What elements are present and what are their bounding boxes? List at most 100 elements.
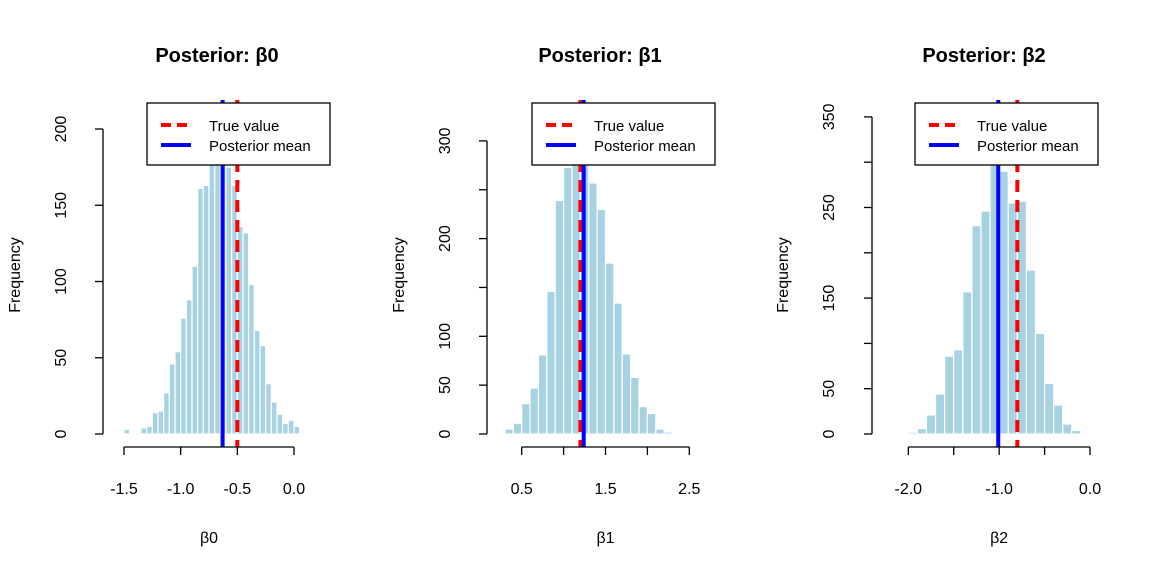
histogram-bar — [944, 355, 955, 435]
histogram-bar — [185, 299, 193, 435]
histogram-bar — [197, 187, 204, 435]
histogram-panel-1: Posterior: β1 0.5 1.5 2.5 0 50 100 200 300 β1 Freq… — [391, 45, 716, 547]
histogram-bar — [168, 363, 176, 435]
y-tick-label: 50 — [437, 376, 454, 394]
histogram-bar — [191, 265, 199, 435]
y-tick-label: 350 — [821, 103, 838, 130]
chart-title: Posterior: β0 — [155, 45, 278, 67]
histogram-bar — [934, 393, 946, 435]
legend: True value Posterior mean — [914, 102, 1099, 166]
x-tick-label: -1.0 — [167, 481, 195, 498]
histogram-bar — [140, 427, 148, 435]
y-tick-label: 200 — [437, 225, 454, 252]
y-axis-title: Frequency — [391, 237, 408, 313]
histogram-bar — [287, 419, 295, 435]
legend-label-true-value: True value — [977, 118, 1047, 135]
histogram-bar — [242, 232, 250, 435]
histogram-bar — [907, 431, 918, 435]
histogram-bar — [1025, 269, 1037, 435]
histogram-bar — [225, 166, 233, 435]
x-tick-label: -1.0 — [985, 481, 1013, 498]
histogram-bar — [253, 329, 261, 435]
histogram-bar — [270, 401, 278, 435]
histogram-bar — [916, 427, 928, 435]
histogram-bar — [146, 425, 153, 435]
histogram-bar — [248, 283, 255, 435]
histogram-bar — [663, 431, 674, 435]
histogram-bar — [596, 208, 607, 435]
histogram-bar — [962, 291, 973, 435]
histogram-bar — [998, 170, 1009, 435]
x-tick-label: 1.5 — [594, 481, 616, 498]
y-tick-label: 100 — [53, 268, 70, 295]
y-tick-label: 50 — [821, 380, 838, 398]
histogram-bar — [621, 353, 632, 435]
y-tick-label: 100 — [437, 323, 454, 350]
y-tick-label: 0 — [821, 429, 838, 438]
histogram-bar — [1034, 332, 1046, 435]
histogram-bar — [214, 128, 221, 435]
legend-label-posterior-mean: Posterior mean — [209, 138, 311, 155]
y-tick-label: 50 — [53, 349, 70, 367]
legend-label-posterior-mean: Posterior mean — [594, 138, 696, 155]
x-axis-title: β0 — [200, 530, 218, 547]
histogram-bar — [180, 317, 187, 435]
histogram-bar — [134, 431, 142, 435]
histogram-bar — [953, 349, 964, 435]
histogram-bar — [638, 406, 649, 435]
histogram-bar — [1053, 404, 1064, 435]
y-axis-title: Frequency — [7, 237, 24, 313]
histogram-bar — [282, 422, 289, 435]
histogram-bar — [971, 225, 982, 435]
histogram-bar — [613, 302, 623, 435]
histogram-bar — [630, 376, 640, 435]
histogram-bar — [925, 414, 937, 435]
histogram-bar — [259, 344, 267, 435]
histogram-bar — [1071, 429, 1082, 435]
legend-box — [146, 102, 331, 166]
y-tick-label: 250 — [821, 194, 838, 221]
histogram-bar — [202, 184, 210, 435]
x-tick-label: 2.5 — [678, 481, 700, 498]
legend-label-true-value: True value — [594, 118, 664, 135]
x-tick-label: -0.5 — [224, 481, 252, 498]
histogram-bar — [1007, 202, 1018, 435]
histogram-bar — [554, 199, 565, 435]
histogram-bar — [293, 425, 301, 435]
histogram-bar — [163, 392, 170, 435]
histogram-bar — [1062, 423, 1073, 435]
legend-label-true-value: True value — [209, 118, 279, 135]
x-tick-label: -2.0 — [895, 481, 923, 498]
legend-label-posterior-mean: Posterior mean — [977, 138, 1079, 155]
y-tick-label: 200 — [53, 116, 70, 143]
histogram-bar — [588, 182, 598, 435]
histogram-bar — [529, 387, 540, 435]
legend-box — [531, 102, 716, 166]
chart-title: Posterior: β1 — [538, 45, 661, 67]
histogram-bar — [537, 354, 548, 435]
histogram-bar — [646, 412, 657, 435]
chart-title: Posterior: β2 — [922, 45, 1045, 67]
y-tick-label: 0 — [437, 429, 454, 438]
histogram-bar — [174, 351, 182, 435]
y-tick-label: 300 — [437, 127, 454, 154]
x-axis-title: β1 — [596, 530, 614, 547]
histogram-bar — [157, 410, 165, 435]
histogram-bar — [521, 403, 531, 435]
y-tick-label: 150 — [53, 192, 70, 219]
histogram-bar — [265, 383, 272, 435]
x-tick-label: 0.0 — [1079, 481, 1101, 498]
histogram-bar — [276, 413, 284, 435]
histogram-bar — [604, 262, 615, 435]
histogram-bar — [512, 422, 523, 435]
histogram-bar — [208, 151, 216, 435]
y-tick-label: 150 — [821, 285, 838, 312]
histogram-bar — [980, 210, 991, 435]
y-tick-label: 0 — [53, 429, 70, 438]
histogram-bar — [562, 166, 573, 435]
x-tick-label: 0.5 — [511, 481, 533, 498]
legend: True value Posterior mean — [531, 102, 716, 166]
legend: True value Posterior mean — [146, 102, 331, 166]
histogram-panel-2: Posterior: β2 -2.0 -1.0 0.0 0 50 150 250 350 β2 Fr… — [775, 45, 1101, 547]
histogram-bar — [1043, 382, 1055, 435]
